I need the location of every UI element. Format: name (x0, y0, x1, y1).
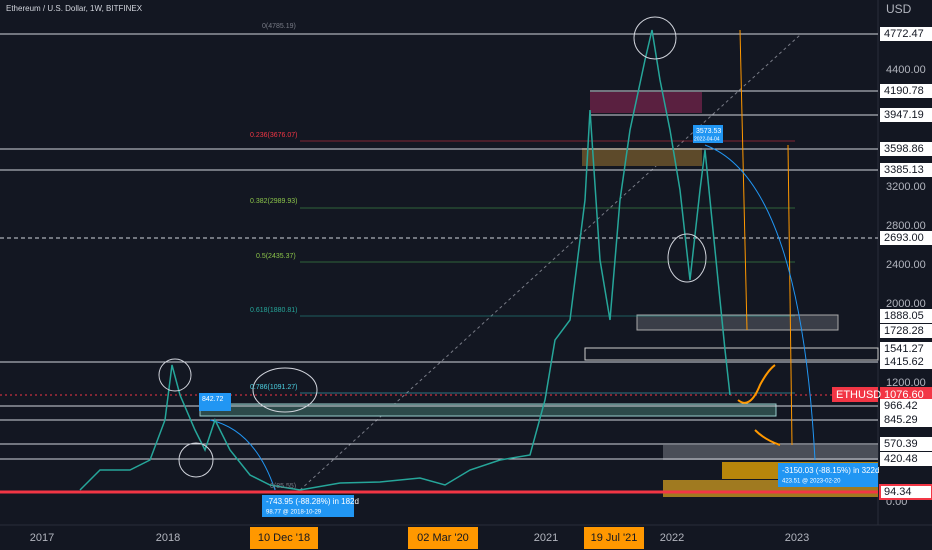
projection (739, 29, 748, 331)
zone (636, 314, 839, 331)
level-label: 845.29 (884, 414, 918, 426)
level-label: 94.34 (884, 486, 912, 498)
level-tag (880, 108, 932, 122)
level-tag (880, 142, 932, 156)
circles (158, 16, 707, 478)
annotation: -743.95 (-88.28%) in 182d (266, 497, 359, 506)
annotation: 842.72 (202, 396, 224, 403)
fib-label: 0.236(3676.07) (250, 132, 297, 139)
level-labels: 4772.47 4190.78 3947.19 3598.86 3385.13 2693.… (879, 27, 932, 500)
level-label: 1728.28 (884, 325, 924, 337)
annotation: 98.77 @ 2018-10-29 (266, 510, 322, 516)
level-tag (880, 163, 932, 177)
time-highlight (584, 527, 644, 549)
level-tag (880, 231, 932, 245)
symbol: ETHUSD (836, 389, 881, 401)
level-tag (880, 309, 932, 323)
annotation: 2022-04-04 (694, 136, 720, 142)
time-label: 2021 (534, 532, 558, 544)
time-label: 10 Dec '18 (258, 532, 310, 544)
zone (584, 347, 879, 361)
time-label: 2023 (785, 532, 809, 544)
hand-arrow (737, 364, 776, 404)
arc (704, 144, 816, 461)
time-highlight (408, 527, 478, 549)
annotation-box (778, 463, 878, 487)
annotation: 3573.53 (696, 128, 721, 135)
projection (787, 144, 793, 446)
currency: USD (886, 2, 912, 16)
level-tag (880, 355, 932, 369)
time-label: 2017 (30, 532, 54, 544)
level-label: 420.48 (884, 453, 918, 465)
zone (582, 148, 702, 166)
level-tag (880, 437, 932, 451)
arc (209, 419, 276, 491)
annotation-box (199, 393, 231, 411)
time-label: 02 Mar '20 (417, 532, 469, 544)
time-axis: 2017 2018 10 Dec '18 02 Mar '20 2021 19 … (30, 532, 809, 544)
level-tag (880, 342, 932, 356)
time-highlight (250, 527, 318, 549)
annotation-box (262, 495, 354, 517)
trend-line (299, 34, 801, 491)
header-title: Ethereum / U.S. Dollar, 1W, BITFINEX (6, 4, 143, 13)
level-tag (880, 387, 932, 402)
level-label: 1541.27 (884, 343, 924, 355)
level-tag (880, 324, 932, 338)
price-path (79, 29, 731, 491)
time-label: 2022 (660, 532, 684, 544)
price-label: 2000.00 (886, 298, 926, 310)
level-label: 966.42 (884, 400, 918, 412)
level-tag (880, 84, 932, 98)
fib-label: 0.5(2435.37) (256, 253, 296, 260)
price-label: 4400.00 (886, 64, 926, 76)
fib-lines (300, 140, 795, 394)
level-label: 1415.62 (884, 356, 924, 368)
level-label: 570.39 (884, 438, 918, 450)
level-label: 1888.05 (884, 310, 924, 322)
price-label: 3200.00 (886, 181, 926, 193)
time-label: 19 Jul '21 (591, 532, 638, 544)
time-label: 2018 (156, 532, 180, 544)
level-tag (879, 484, 932, 500)
level-tag (880, 452, 932, 466)
price-label: 1200.00 (886, 377, 926, 389)
level-label: 2693.00 (884, 232, 924, 244)
zone (590, 92, 702, 113)
price-label: 2400.00 (886, 259, 926, 271)
fib-label: 0.618(1880.81) (250, 307, 297, 314)
level-label: 3598.86 (884, 143, 924, 155)
annotation-box (693, 125, 723, 143)
fib-label: 0.786(1091.27) (250, 384, 297, 391)
fib-label: 0.382(2989.93) (250, 198, 297, 205)
annotation: -3150.03 (-88.15%) in 322d (782, 466, 879, 475)
level-label: 4190.78 (884, 85, 924, 97)
level-tag (880, 413, 932, 427)
fib-label: 0(4785.19) (262, 23, 296, 30)
level-label: 1076.60 (884, 389, 924, 401)
fib-label: 0(85.55) (270, 483, 296, 490)
annotation: 423.51 @ 2023-02-20 (782, 479, 841, 485)
price-axis: 4400.00 3200.00 2800.00 2400.00 2000.00 … (886, 64, 926, 508)
level-tag (880, 27, 932, 41)
level-label: 3385.13 (884, 164, 924, 176)
level-tag (880, 399, 932, 413)
price-label: 2800.00 (886, 220, 926, 232)
symbol-tag (832, 387, 878, 402)
zone (663, 445, 878, 460)
levels (0, 33, 878, 460)
level-label: 3947.19 (884, 109, 924, 121)
hand-arrow (754, 429, 781, 446)
level-label: 4772.47 (884, 28, 924, 40)
